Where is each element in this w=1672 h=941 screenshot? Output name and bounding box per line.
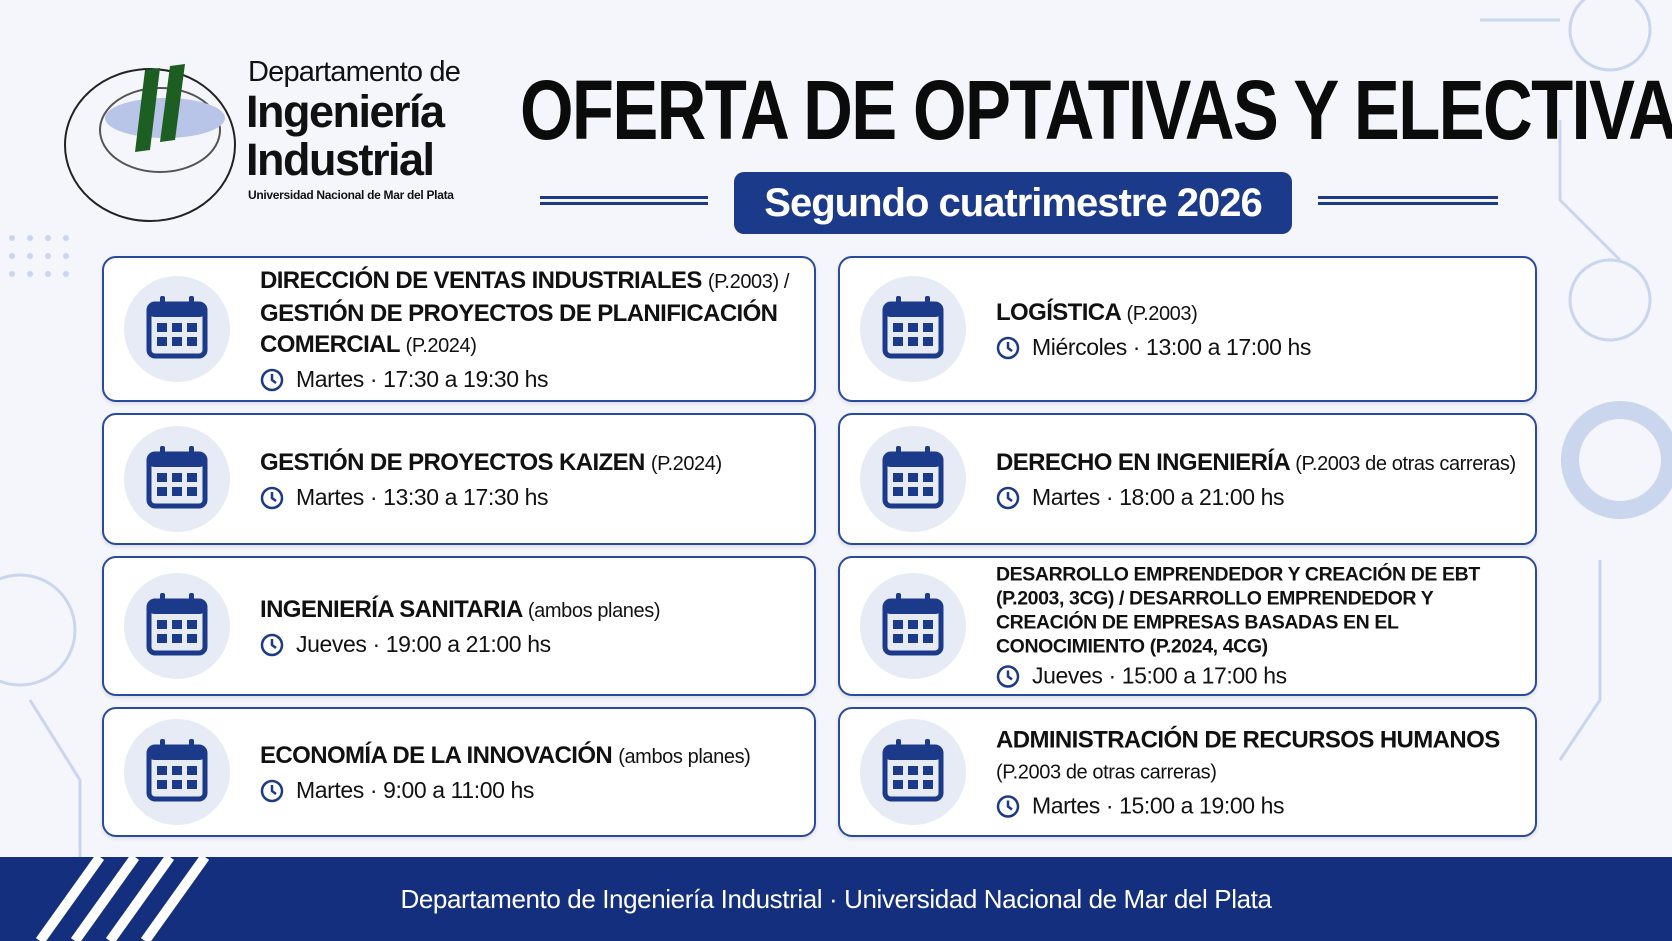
divider bbox=[540, 196, 708, 205]
calendar-icon bbox=[124, 276, 230, 382]
title: OFERTA DE OPTATIVAS Y ELECTIVAS bbox=[520, 63, 1672, 157]
course-plan: (P.2003) bbox=[1126, 303, 1198, 325]
course-title: INGENIERÍA SANITARIA bbox=[260, 596, 522, 623]
schedule-text: Jueves · 15:00 a 17:00 hs bbox=[1032, 662, 1287, 689]
logo-text: Industrial bbox=[246, 134, 435, 185]
calendar-icon bbox=[860, 276, 966, 382]
icon bbox=[860, 719, 966, 830]
schedule: Jueves · 15:00 a 17:00 hs bbox=[996, 663, 1519, 690]
schedule-text: Martes · 18:00 a 21:00 hs bbox=[1032, 484, 1285, 510]
clock-icon bbox=[996, 336, 1020, 359]
schedule: Martes · 17:30 a 19:30 hs bbox=[260, 366, 798, 393]
clock-icon bbox=[996, 794, 1020, 818]
clock-icon bbox=[260, 633, 284, 656]
schedule: Martes · 18:00 a 21:00 hs bbox=[996, 484, 1519, 511]
course-name: DERECHO EN INGENIERÍA (P.2003 de otras c… bbox=[996, 447, 1519, 480]
course-text: LOGÍSTICA (P.2003) Miércoles · 13:00 a 17… bbox=[996, 297, 1519, 361]
course-name: DIRECCIÓN DE VENTAS INDUSTRIALES (P.2003… bbox=[260, 265, 798, 362]
course-plan: (ambos planes) bbox=[618, 746, 751, 768]
logo-text: Departamento de bbox=[248, 56, 461, 88]
course-plan: (P.2003 de otras carreras) bbox=[996, 761, 1217, 784]
course-plan: (ambos planes) bbox=[527, 600, 661, 622]
schedule-text: Jueves · 19:00 a 21:00 hs bbox=[296, 631, 551, 657]
course-title: DIRECCIÓN DE VENTAS INDUSTRIALES bbox=[260, 267, 702, 294]
logo-mark bbox=[64, 64, 236, 222]
logo-text: Universidad Nacional de Mar del Plata bbox=[248, 188, 454, 202]
course-name: LOGÍSTICA (P.2003) bbox=[996, 297, 1519, 330]
calendar-icon bbox=[124, 573, 230, 679]
course-text: ADMINISTRACIÓN DE RECURSOS HUMANOS (P.200… bbox=[996, 725, 1519, 820]
icon bbox=[124, 426, 230, 537]
course-title: GESTIÓN DE PROYECTOS KAIZEN bbox=[260, 449, 645, 476]
course-name: ECONOMÍA DE LA INNOVACIÓN (ambos planes) bbox=[260, 740, 798, 773]
calendar-icon bbox=[124, 719, 230, 825]
footer-stripes bbox=[35, 857, 210, 941]
course-name: GESTIÓN DE PROYECTOS KAIZEN (P.2024) bbox=[260, 447, 798, 480]
course-card: DESARROLLO EMPRENDEDOR Y CREACIÓN DE EBT… bbox=[838, 556, 1537, 696]
course-title: DESARROLLO EMPRENDEDOR Y CREACIÓN DE EBT… bbox=[996, 563, 1480, 658]
course-title: ADMINISTRACIÓN DE RECURSOS HUMANOS bbox=[996, 726, 1500, 754]
course-text: DESARROLLO EMPRENDEDOR Y CREACIÓN DE EBT… bbox=[996, 563, 1519, 690]
icon bbox=[860, 426, 966, 537]
icon bbox=[860, 276, 966, 387]
clock-icon bbox=[996, 664, 1020, 688]
subtitle: Segundo cuatrimestre 2026 bbox=[734, 172, 1292, 234]
calendar-icon bbox=[860, 573, 966, 679]
clock-icon bbox=[260, 779, 284, 802]
icon bbox=[124, 719, 230, 830]
logo-text: Ingeniería bbox=[246, 86, 445, 137]
schedule-text: Martes · 13:30 a 17:30 hs bbox=[296, 484, 549, 510]
schedule-text: Martes · 17:30 a 19:30 hs bbox=[296, 366, 549, 392]
clock-icon bbox=[260, 486, 284, 509]
calendar-icon bbox=[860, 426, 966, 532]
schedule: Martes · 13:30 a 17:30 hs bbox=[260, 484, 798, 511]
course-card: DIRECCIÓN DE VENTAS INDUSTRIALES (P.2003… bbox=[102, 256, 816, 402]
schedule: Martes · 15:00 a 19:00 hs bbox=[996, 793, 1519, 820]
course-title: GESTIÓN DE PROYECTOS DE PLANIFICACIÓN CO… bbox=[260, 300, 778, 358]
course-plan: (P.2024) bbox=[405, 335, 477, 357]
icon bbox=[860, 573, 966, 684]
calendar-icon bbox=[860, 719, 966, 825]
course-card: ADMINISTRACIÓN DE RECURSOS HUMANOS (P.200… bbox=[838, 707, 1537, 837]
schedule-text: Martes · 9:00 a 11:00 hs bbox=[296, 777, 534, 803]
course-card: DERECHO EN INGENIERÍA (P.2003 de otras c… bbox=[838, 413, 1537, 545]
course-card: ECONOMÍA DE LA INNOVACIÓN (ambos planes)… bbox=[102, 707, 816, 837]
course-plan: (P.2003 de otras carreras) bbox=[1295, 453, 1516, 475]
course-title: LOGÍSTICA bbox=[996, 299, 1121, 326]
clock-icon bbox=[996, 486, 1020, 509]
course-name: DESARROLLO EMPRENDEDOR Y CREACIÓN DE EBT… bbox=[996, 563, 1519, 659]
icon bbox=[124, 573, 230, 684]
clock-icon bbox=[260, 368, 284, 391]
course-card: LOGÍSTICA (P.2003) Miércoles · 13:00 a 17… bbox=[838, 256, 1537, 402]
icon bbox=[124, 276, 230, 387]
course-text: DIRECCIÓN DE VENTAS INDUSTRIALES (P.2003… bbox=[260, 265, 798, 393]
course-title: ECONOMÍA DE LA INNOVACIÓN bbox=[260, 742, 613, 769]
footer: Departamento de Ingeniería Industrial · … bbox=[0, 857, 1672, 941]
course-text: INGENIERÍA SANITARIA (ambos planes) Jueve… bbox=[260, 594, 798, 658]
course-name: INGENIERÍA SANITARIA (ambos planes) bbox=[260, 594, 798, 627]
course-plan: (P.2024) bbox=[650, 453, 722, 475]
divider bbox=[1318, 196, 1498, 205]
footer-text: Departamento de Ingeniería Industrial · … bbox=[400, 884, 1272, 914]
course-card: GESTIÓN DE PROYECTOS KAIZEN (P.2024) Mart… bbox=[102, 413, 816, 545]
course-text: DERECHO EN INGENIERÍA (P.2003 de otras c… bbox=[996, 447, 1519, 511]
schedule: Martes · 9:00 a 11:00 hs bbox=[260, 777, 798, 804]
course-grid: DIRECCIÓN DE VENTAS INDUSTRIALES (P.2003… bbox=[102, 256, 1537, 837]
course-name: ADMINISTRACIÓN DE RECURSOS HUMANOS (P.200… bbox=[996, 725, 1519, 789]
course-plan: (P.2003) / bbox=[707, 271, 790, 293]
schedule: Miércoles · 13:00 a 17:00 hs bbox=[996, 334, 1519, 361]
schedule: Jueves · 19:00 a 21:00 hs bbox=[260, 631, 798, 658]
calendar-icon bbox=[124, 426, 230, 532]
course-text: ECONOMÍA DE LA INNOVACIÓN (ambos planes)… bbox=[260, 740, 798, 804]
course-card: INGENIERÍA SANITARIA (ambos planes) Jueve… bbox=[102, 556, 816, 696]
course-title: DERECHO EN INGENIERÍA bbox=[996, 449, 1290, 476]
schedule-text: Miércoles · 13:00 a 17:00 hs bbox=[1032, 334, 1312, 360]
course-text: GESTIÓN DE PROYECTOS KAIZEN (P.2024) Mart… bbox=[260, 447, 798, 511]
schedule-text: Martes · 15:00 a 19:00 hs bbox=[1032, 792, 1285, 819]
